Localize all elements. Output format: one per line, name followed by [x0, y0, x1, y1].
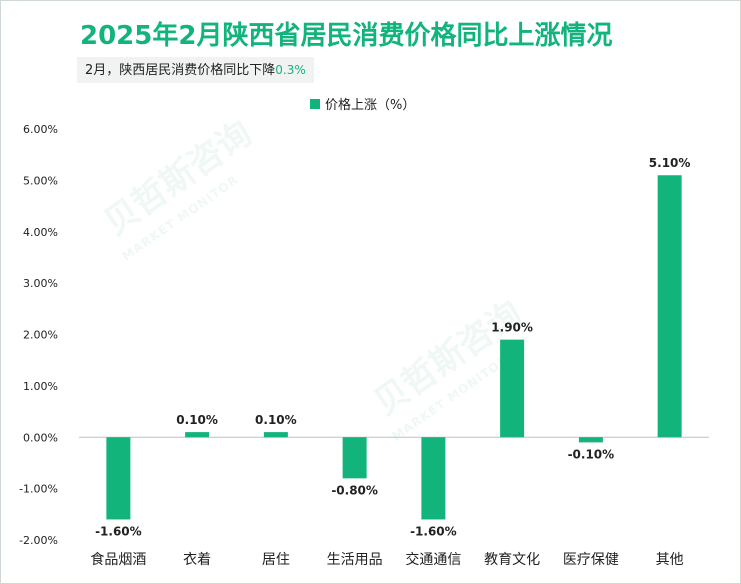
bar — [578, 437, 603, 443]
bar — [657, 175, 682, 438]
chart-title: 2025年2月陕西省居民消费价格同比上涨情况 — [80, 21, 613, 51]
x-category-label: 教育文化 — [484, 552, 540, 568]
bar — [263, 432, 288, 438]
x-axis: 食品烟酒 衣着 居住 生活用品 交通通信 教育文化 医疗保健 其他 — [90, 551, 683, 568]
y-tick-label: 2.00% — [23, 329, 58, 342]
y-tick-label: 0.00% — [23, 431, 58, 444]
x-category-label: 衣着 — [183, 552, 211, 568]
legend-label: 价格上涨（%） — [325, 97, 415, 113]
bar — [421, 437, 446, 520]
x-category-label: 医疗保健 — [563, 552, 619, 568]
y-tick-label: -2.00% — [19, 534, 58, 547]
data-labels: -1.60% 0.10% 0.10% -0.80% -1.60% 1.90% -0.10% 5… — [95, 156, 690, 538]
legend-swatch — [310, 99, 320, 109]
legend: 价格上涨（%） — [310, 97, 415, 113]
subtitle-highlight: 0.3% — [275, 63, 306, 77]
x-category-label: 食品烟酒 — [90, 551, 146, 568]
y-axis: -2.00% -1.00% 0.00% 1.00% 2.00% 3.00% 4.00% 5.0… — [19, 123, 709, 547]
x-category-label: 居住 — [262, 552, 290, 568]
subtitle-text: 2月，陕西居民消费价格同比下降 — [85, 63, 276, 78]
data-label: 1.90% — [491, 321, 533, 335]
bar — [185, 432, 210, 438]
bar — [500, 339, 525, 438]
y-tick-label: 5.00% — [23, 174, 58, 187]
bars — [106, 175, 682, 520]
bar — [342, 437, 367, 479]
bar — [106, 437, 131, 520]
x-category-label: 其他 — [656, 552, 684, 568]
data-label: -0.80% — [331, 483, 378, 497]
data-label: -0.10% — [568, 447, 615, 461]
data-label: -1.60% — [410, 524, 457, 538]
data-label: 0.10% — [176, 413, 218, 427]
y-tick-label: 1.00% — [23, 380, 58, 393]
data-label: -1.60% — [95, 524, 142, 538]
chart-subtitle: 2月，陕西居民消费价格同比下降0.3% — [77, 57, 314, 83]
x-category-label: 生活用品 — [327, 552, 383, 568]
x-category-label: 交通通信 — [405, 551, 461, 568]
y-tick-label: -1.00% — [19, 483, 58, 496]
data-label: 5.10% — [649, 156, 691, 170]
y-tick-label: 6.00% — [23, 123, 58, 136]
y-tick-label: 3.00% — [23, 277, 58, 290]
data-label: 0.10% — [255, 413, 297, 427]
y-tick-label: 4.00% — [23, 226, 58, 239]
